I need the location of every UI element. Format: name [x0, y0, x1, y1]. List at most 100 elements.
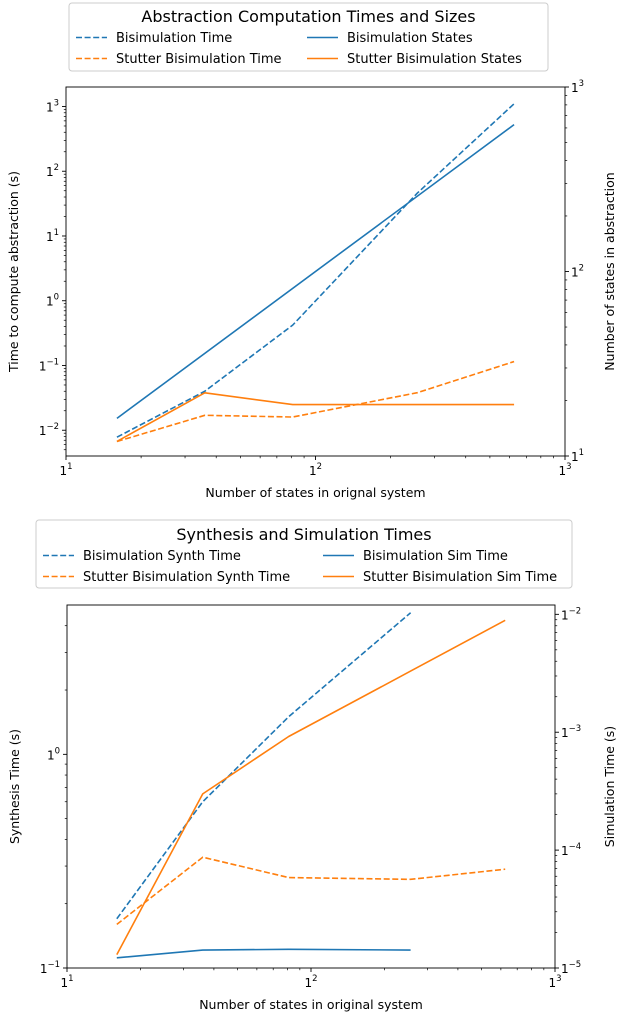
y-left-tick-label: 1−1 — [40, 960, 60, 976]
x-axis-label: Number of states in original system — [199, 997, 423, 1012]
tick-exponent: 1 — [54, 228, 59, 238]
legend-label: Stutter Bisimulation Time — [116, 52, 282, 67]
x-axis: 11 12 13 — [59, 456, 572, 478]
x-tick-label: 11 — [59, 462, 72, 478]
x-tick-label: 11 — [60, 974, 73, 990]
tick-base: 1 — [60, 976, 68, 990]
plot-frame — [66, 604, 556, 969]
legend-label: Stutter Bisimulation Synth Time — [83, 570, 290, 585]
series-line-4 — [116, 619, 506, 955]
y-right-tick-label: 12 — [571, 264, 584, 280]
tick-base: 1 — [571, 266, 579, 280]
series-line-3 — [116, 124, 515, 419]
tick-exponent: 1 — [67, 462, 72, 472]
y-axis-right-label: Simulation Time (s) — [602, 726, 617, 847]
tick-base: 1 — [59, 464, 67, 478]
tick-base: 1 — [571, 81, 579, 95]
series-line-1 — [116, 612, 412, 920]
tick-base: 1 — [39, 424, 47, 438]
tick-base: 1 — [304, 976, 312, 990]
tick-exponent: −2 — [569, 606, 582, 616]
tick-exponent: −1 — [47, 960, 60, 970]
tick-exponent: −2 — [46, 422, 59, 432]
tick-exponent: 1 — [68, 974, 73, 984]
plot-area — [116, 612, 506, 959]
tick-base: 1 — [40, 962, 48, 976]
y-right-tick-label: 1−5 — [561, 960, 581, 976]
y-left-tick-label: 10 — [47, 746, 60, 762]
y-left-tick-label: 13 — [46, 98, 59, 114]
tick-base: 1 — [309, 464, 317, 478]
y-left-tick-label: 11 — [46, 228, 59, 244]
tick-base: 1 — [561, 608, 569, 622]
legend: Abstraction Computation Times and Sizes B… — [68, 2, 549, 72]
tick-exponent: 3 — [556, 974, 561, 984]
tick-exponent: 3 — [54, 98, 59, 108]
series-line-1 — [116, 103, 515, 438]
tick-base: 1 — [39, 359, 47, 373]
y-axis-left-label: Time to compute abstraction (s) — [6, 171, 21, 373]
legend-label: Bisimulation Sim Time — [363, 549, 508, 564]
series-line-2 — [116, 856, 506, 926]
tick-exponent: 2 — [317, 462, 322, 472]
x-tick-label: 12 — [309, 462, 322, 478]
tick-exponent: 3 — [579, 79, 584, 89]
y-right-tick-label: 11 — [571, 448, 584, 464]
y-left-tick-label: 1−1 — [39, 357, 59, 373]
tick-base: 1 — [558, 464, 566, 478]
tick-base: 1 — [561, 844, 569, 858]
x-tick-label: 13 — [548, 974, 561, 990]
chart-title: Synthesis and Simulation Times — [176, 525, 431, 544]
y-right-tick-label: 1−4 — [561, 842, 581, 858]
legend-label: Stutter Bisimulation Sim Time — [363, 570, 557, 585]
x-axis-label: Number of states in orignal system — [205, 485, 425, 500]
y-axis-left-label: Synthesis Time (s) — [7, 729, 22, 844]
tick-base: 1 — [46, 100, 54, 114]
legend-label: Bisimulation States — [347, 31, 473, 46]
tick-exponent: 3 — [566, 462, 571, 472]
x-axis: 11 12 13 — [60, 968, 562, 990]
legend-label: Bisimulation Time — [116, 31, 232, 46]
series-line-3 — [116, 948, 411, 959]
tick-base: 1 — [561, 726, 569, 740]
tick-base: 1 — [571, 450, 579, 464]
tick-base: 1 — [47, 748, 55, 762]
y-axis-left: 1−110 — [40, 625, 67, 976]
x-tick-label: 12 — [304, 974, 317, 990]
y-axis-right: 1−51−41−31−2 — [555, 606, 581, 976]
tick-exponent: −3 — [569, 724, 582, 734]
y-left-tick-label: 10 — [46, 293, 59, 309]
x-tick-label: 13 — [558, 462, 571, 478]
series-line-4 — [116, 392, 515, 443]
series-line-2 — [116, 360, 515, 443]
plot-area — [116, 103, 515, 443]
tick-base: 1 — [46, 295, 54, 309]
tick-exponent: 0 — [55, 746, 60, 756]
tick-base: 1 — [46, 165, 54, 179]
y-left-tick-label: 12 — [46, 163, 59, 179]
tick-exponent: 0 — [54, 293, 59, 303]
y-right-tick-label: 13 — [571, 79, 584, 95]
tick-base: 1 — [548, 976, 556, 990]
tick-base: 1 — [46, 230, 54, 244]
tick-exponent: −5 — [569, 960, 582, 970]
legend-label: Stutter Bisimulation States — [347, 52, 522, 67]
tick-exponent: 1 — [579, 448, 584, 458]
chart-title: Abstraction Computation Times and Sizes — [141, 7, 475, 26]
y-right-tick-label: 1−2 — [561, 606, 581, 622]
legend-label: Bisimulation Synth Time — [83, 549, 241, 564]
tick-exponent: 2 — [579, 264, 584, 274]
y-left-tick-label: 1−2 — [39, 422, 59, 438]
y-right-tick-label: 1−3 — [561, 724, 581, 740]
tick-exponent: 2 — [312, 974, 317, 984]
legend-frame — [35, 519, 573, 589]
tick-base: 1 — [561, 962, 569, 976]
tick-exponent: −4 — [569, 842, 582, 852]
tick-exponent: −1 — [46, 357, 59, 367]
tick-exponent: 2 — [54, 163, 59, 173]
